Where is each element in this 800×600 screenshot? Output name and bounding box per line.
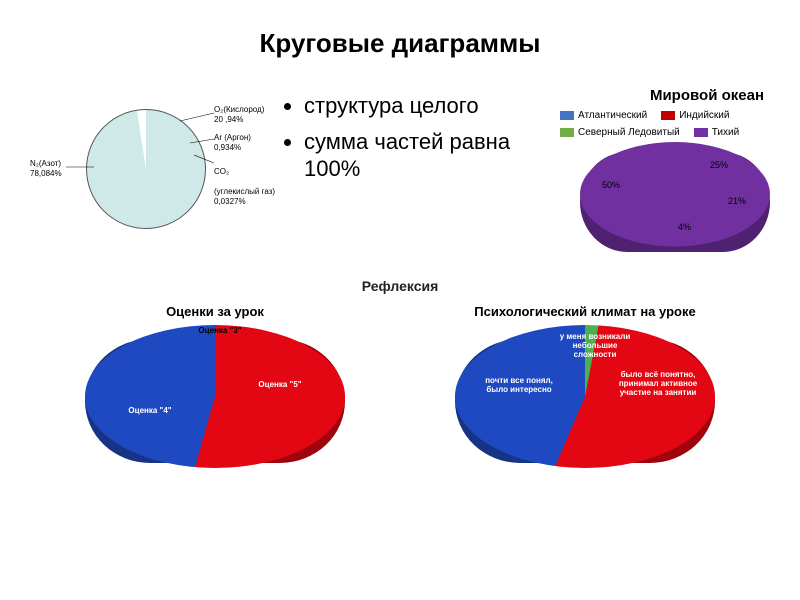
ocean-title: Мировой океан	[530, 87, 764, 104]
air-o2-sub: 20 ,94%	[214, 115, 243, 124]
air-o2-label: O₂(Кислород)	[214, 105, 264, 114]
grades-chart-title: Оценки за урок	[50, 304, 380, 319]
ocean-pie: 50% 25% 21% 4%	[580, 142, 770, 262]
legend-swatch	[694, 128, 708, 137]
legend-label: Атлантический	[578, 110, 647, 121]
legend-label: Индийский	[679, 110, 729, 121]
reflection-title: Рефлексия	[0, 278, 800, 294]
bullet-item: сумма частей равна 100%	[304, 129, 520, 182]
air-pie	[86, 109, 206, 229]
legend-label: Тихий	[712, 127, 739, 138]
ocean-pct-25: 25%	[710, 160, 728, 170]
climate-chart-title: Психологический климат на уроке	[420, 304, 750, 319]
air-composition-chart: N₂(Азот) 78,084% O₂(Кислород) 20 ,94% Ar…	[30, 87, 280, 257]
leader-line-icon	[190, 137, 216, 145]
ocean-pct-21: 21%	[728, 196, 746, 206]
ocean-legend: Атлантический Индийский Северный Ледовит…	[560, 110, 770, 138]
legend-swatch	[560, 111, 574, 120]
page-title: Круговые диаграммы	[0, 0, 800, 59]
legend-item: Атлантический	[560, 110, 647, 121]
leader-line-icon	[66, 161, 96, 173]
air-n2-sub: 78,084%	[30, 169, 62, 178]
bullet-list: структура целого сумма частей равна 100%	[280, 87, 520, 262]
ocean-chart: Мировой океан Атлантический Индийский Се…	[520, 87, 770, 262]
ocean-pct-4: 4%	[678, 222, 691, 232]
legend-swatch	[560, 128, 574, 137]
air-co2-label: CO₂	[214, 167, 229, 176]
top-row: N₂(Азот) 78,084% O₂(Кислород) 20 ,94% Ar…	[0, 87, 800, 262]
legend-swatch	[661, 111, 675, 120]
legend-item: Тихий	[694, 127, 739, 138]
pie-top	[580, 142, 770, 247]
air-n2-label: N₂(Азот)	[30, 159, 61, 168]
bottom-row: Оценки за урок Оценка "4" Оценка "3" Оце…	[0, 304, 800, 494]
grades-chart: Оценки за урок Оценка "4" Оценка "3" Оце…	[50, 304, 380, 494]
pie-top	[85, 325, 345, 468]
air-co2-sub: (углекислый газ) 0,0327%	[214, 187, 275, 206]
leader-line-icon	[180, 111, 216, 123]
air-ar-label: Ar (Аргон)	[214, 133, 251, 142]
climate-chart: Психологический климат на уроке почти вс…	[420, 304, 750, 494]
legend-item: Индийский	[661, 110, 729, 121]
air-ar-sub: 0,934%	[214, 143, 241, 152]
legend-item: Северный Ледовитый	[560, 127, 680, 138]
legend-label: Северный Ледовитый	[578, 127, 680, 138]
ocean-pct-50: 50%	[602, 180, 620, 190]
bullet-item: структура целого	[304, 93, 520, 119]
pie-top	[455, 325, 715, 468]
leader-line-icon	[194, 153, 216, 167]
